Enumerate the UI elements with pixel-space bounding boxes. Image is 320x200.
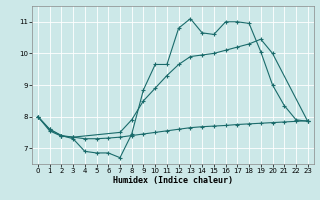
X-axis label: Humidex (Indice chaleur): Humidex (Indice chaleur) [113, 176, 233, 185]
